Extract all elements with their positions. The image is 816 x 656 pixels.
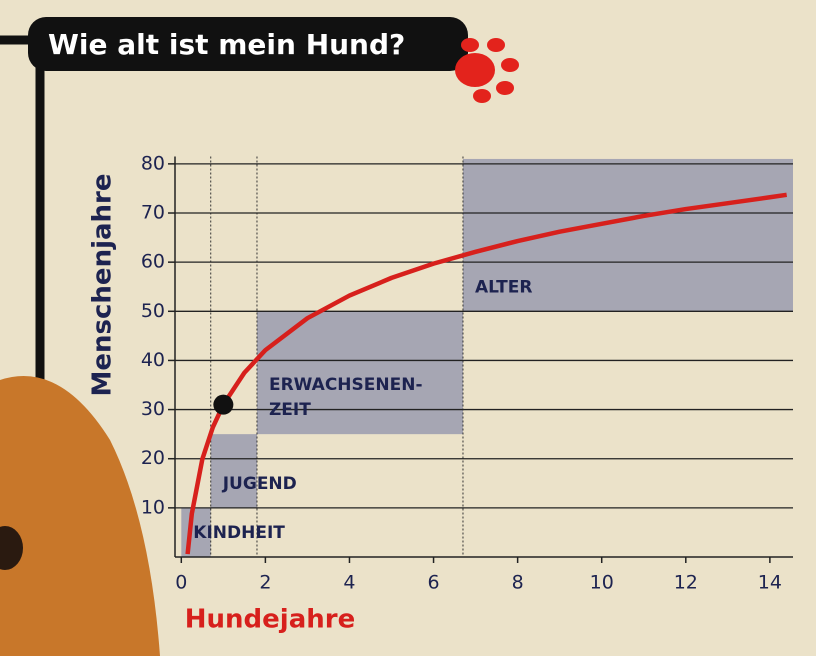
x-tick-label: 8 — [512, 572, 524, 594]
x-axis-label: Hundejahre — [185, 605, 355, 635]
chart-title: Wie alt ist mein Hund? — [48, 28, 405, 61]
x-tick-label: 2 — [259, 572, 271, 594]
y-tick-label: 40 — [141, 349, 165, 371]
region-label: ZEIT — [269, 400, 311, 420]
x-tick-label: 12 — [674, 572, 698, 594]
y-tick-label: 60 — [141, 251, 165, 273]
x-tick-label: 10 — [590, 572, 614, 594]
region-label: KINDHEIT — [193, 523, 285, 543]
y-tick-label: 10 — [141, 496, 165, 518]
y-tick-label: 70 — [141, 202, 165, 224]
region-label: ERWACHSENEN- — [269, 375, 423, 395]
region — [210, 434, 257, 508]
dog-image — [0, 376, 160, 656]
y-axis-label: Menschenjahre — [88, 174, 118, 397]
y-tick-label: 80 — [141, 152, 165, 174]
x-tick-label: 4 — [343, 572, 355, 594]
y-tick-label: 50 — [141, 300, 165, 322]
y-tick-label: 20 — [141, 447, 165, 469]
x-tick-label: 6 — [428, 572, 440, 594]
line — [185, 192, 788, 555]
x-tick-label: 14 — [758, 572, 782, 594]
dog-eye — [0, 526, 23, 570]
y-tick-label: 30 — [141, 398, 165, 420]
x-tick-label: 0 — [175, 572, 187, 594]
paw-icon — [455, 38, 519, 103]
title-band — [28, 17, 468, 71]
region — [462, 158, 793, 312]
marker — [213, 394, 234, 415]
region-label: JUGEND — [222, 474, 297, 494]
region-label: ALTER — [475, 277, 532, 297]
